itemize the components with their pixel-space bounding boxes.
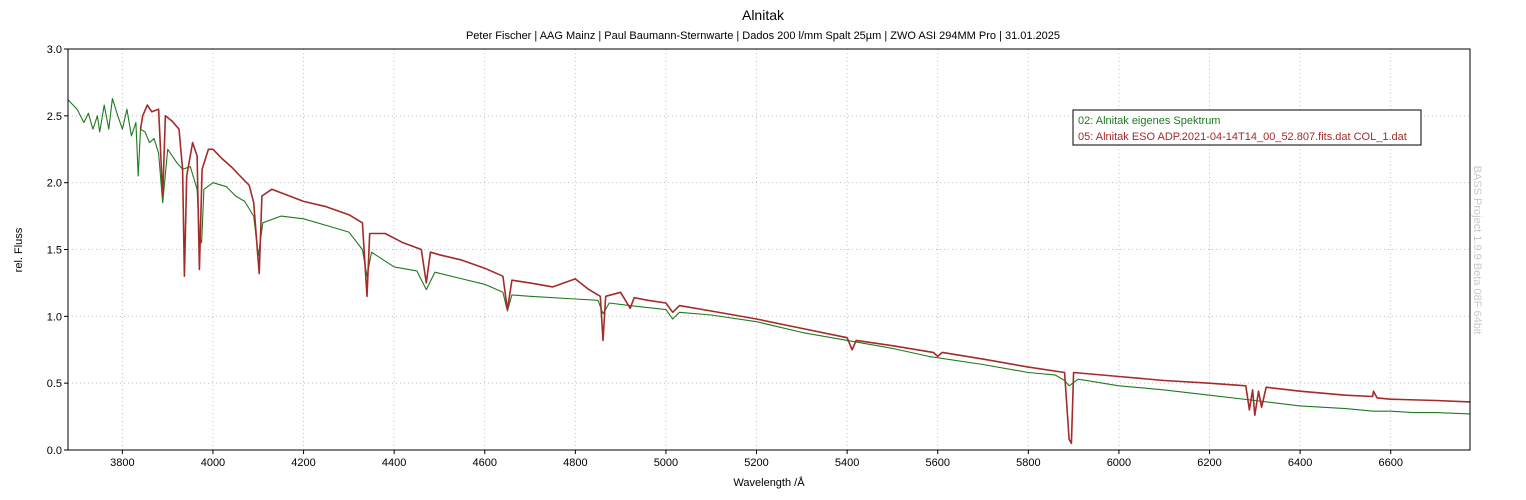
chart-title: Alnitak (742, 7, 785, 23)
y-tick-label: 1.0 (47, 311, 62, 323)
x-tick-label: 4000 (201, 457, 225, 469)
watermark: BASS Project 1.9.9 Beta 08F 64bit (1471, 166, 1483, 335)
x-tick-label: 5000 (654, 457, 678, 469)
chart-subtitle: Peter Fischer | AAG Mainz | Paul Baumann… (466, 30, 1060, 42)
y-tick-label: 0.5 (47, 378, 62, 390)
y-tick-label: 1.5 (47, 245, 62, 257)
legend-item-series-1: 02: Alnitak eigenes Spektrum (1078, 115, 1220, 127)
legend: 02: Alnitak eigenes Spektrum 05: Alnitak… (1072, 109, 1422, 146)
x-tick-label: 4600 (473, 457, 497, 469)
series-line-1 (67, 97, 1471, 415)
x-tick-label: 4200 (291, 457, 315, 469)
series-group (67, 97, 1471, 445)
y-tick-label: 3.0 (47, 44, 62, 56)
y-tick-label: 2.0 (47, 178, 62, 190)
x-tick-label: 6000 (1107, 457, 1131, 469)
y-axis: 0.0 0.5 1.0 1.5 2.0 2.5 3.0 (47, 44, 68, 457)
grid-lines (68, 49, 1470, 450)
x-tick-label: 6200 (1197, 457, 1221, 469)
legend-box (1072, 109, 1422, 146)
y-tick-label: 0.0 (47, 445, 62, 457)
y-axis-label: rel. Fluss (13, 227, 25, 272)
x-axis-label: Wavelength /Å (733, 476, 805, 489)
x-axis: 3800 4000 4200 4400 4600 4800 5000 5200 5400 5600… (110, 450, 1403, 469)
series-line-2 (139, 104, 1471, 445)
x-tick-label: 6400 (1288, 457, 1312, 469)
x-tick-label: 5200 (744, 457, 768, 469)
y-tick-label: 2.5 (47, 111, 62, 123)
x-tick-label: 4400 (382, 457, 406, 469)
x-tick-label: 3800 (110, 457, 134, 469)
legend-item-series-2: 05: Alnitak ESO ADP.2021-04-14T14_00_52.… (1078, 131, 1407, 143)
x-tick-label: 6600 (1378, 457, 1402, 469)
x-tick-label: 5600 (925, 457, 949, 469)
x-tick-label: 5800 (1016, 457, 1040, 469)
x-tick-label: 5400 (835, 457, 859, 469)
x-tick-label: 4800 (563, 457, 587, 469)
